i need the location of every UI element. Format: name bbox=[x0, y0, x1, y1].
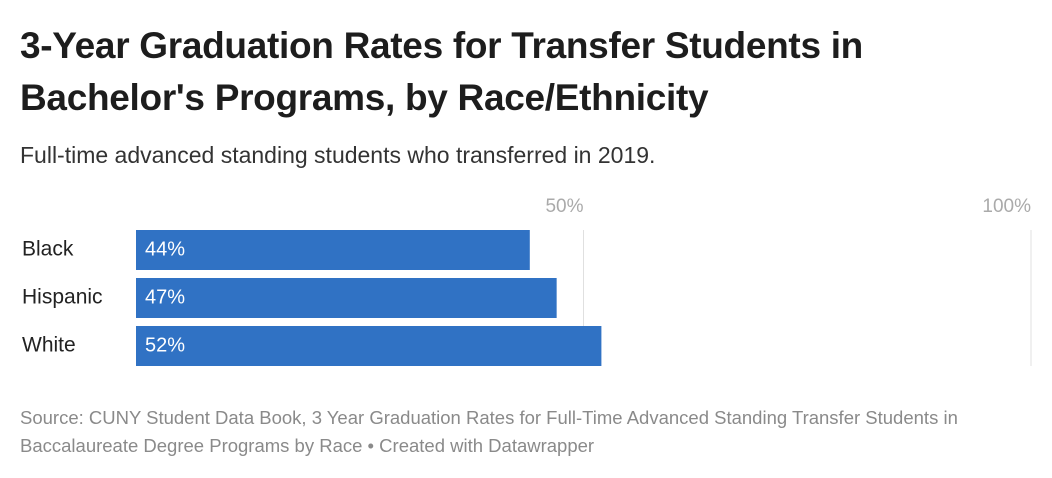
value-label: 44% bbox=[145, 238, 185, 260]
bar bbox=[136, 230, 530, 270]
category-label: Hispanic bbox=[22, 286, 103, 309]
category-label: White bbox=[22, 334, 76, 357]
source-note: Source: CUNY Student Data Book, 3 Year G… bbox=[20, 407, 958, 456]
x-tick-label: 50% bbox=[545, 196, 583, 217]
chart-title: 3-Year Graduation Rates for Transfer Stu… bbox=[20, 25, 863, 118]
value-label: 47% bbox=[145, 286, 185, 308]
bar bbox=[136, 278, 557, 318]
category-label: Black bbox=[22, 238, 74, 261]
x-tick-label: 100% bbox=[982, 196, 1031, 217]
chart-subtitle: Full-time advanced standing students who… bbox=[20, 142, 656, 168]
bar bbox=[136, 326, 602, 366]
value-label: 52% bbox=[145, 334, 185, 356]
